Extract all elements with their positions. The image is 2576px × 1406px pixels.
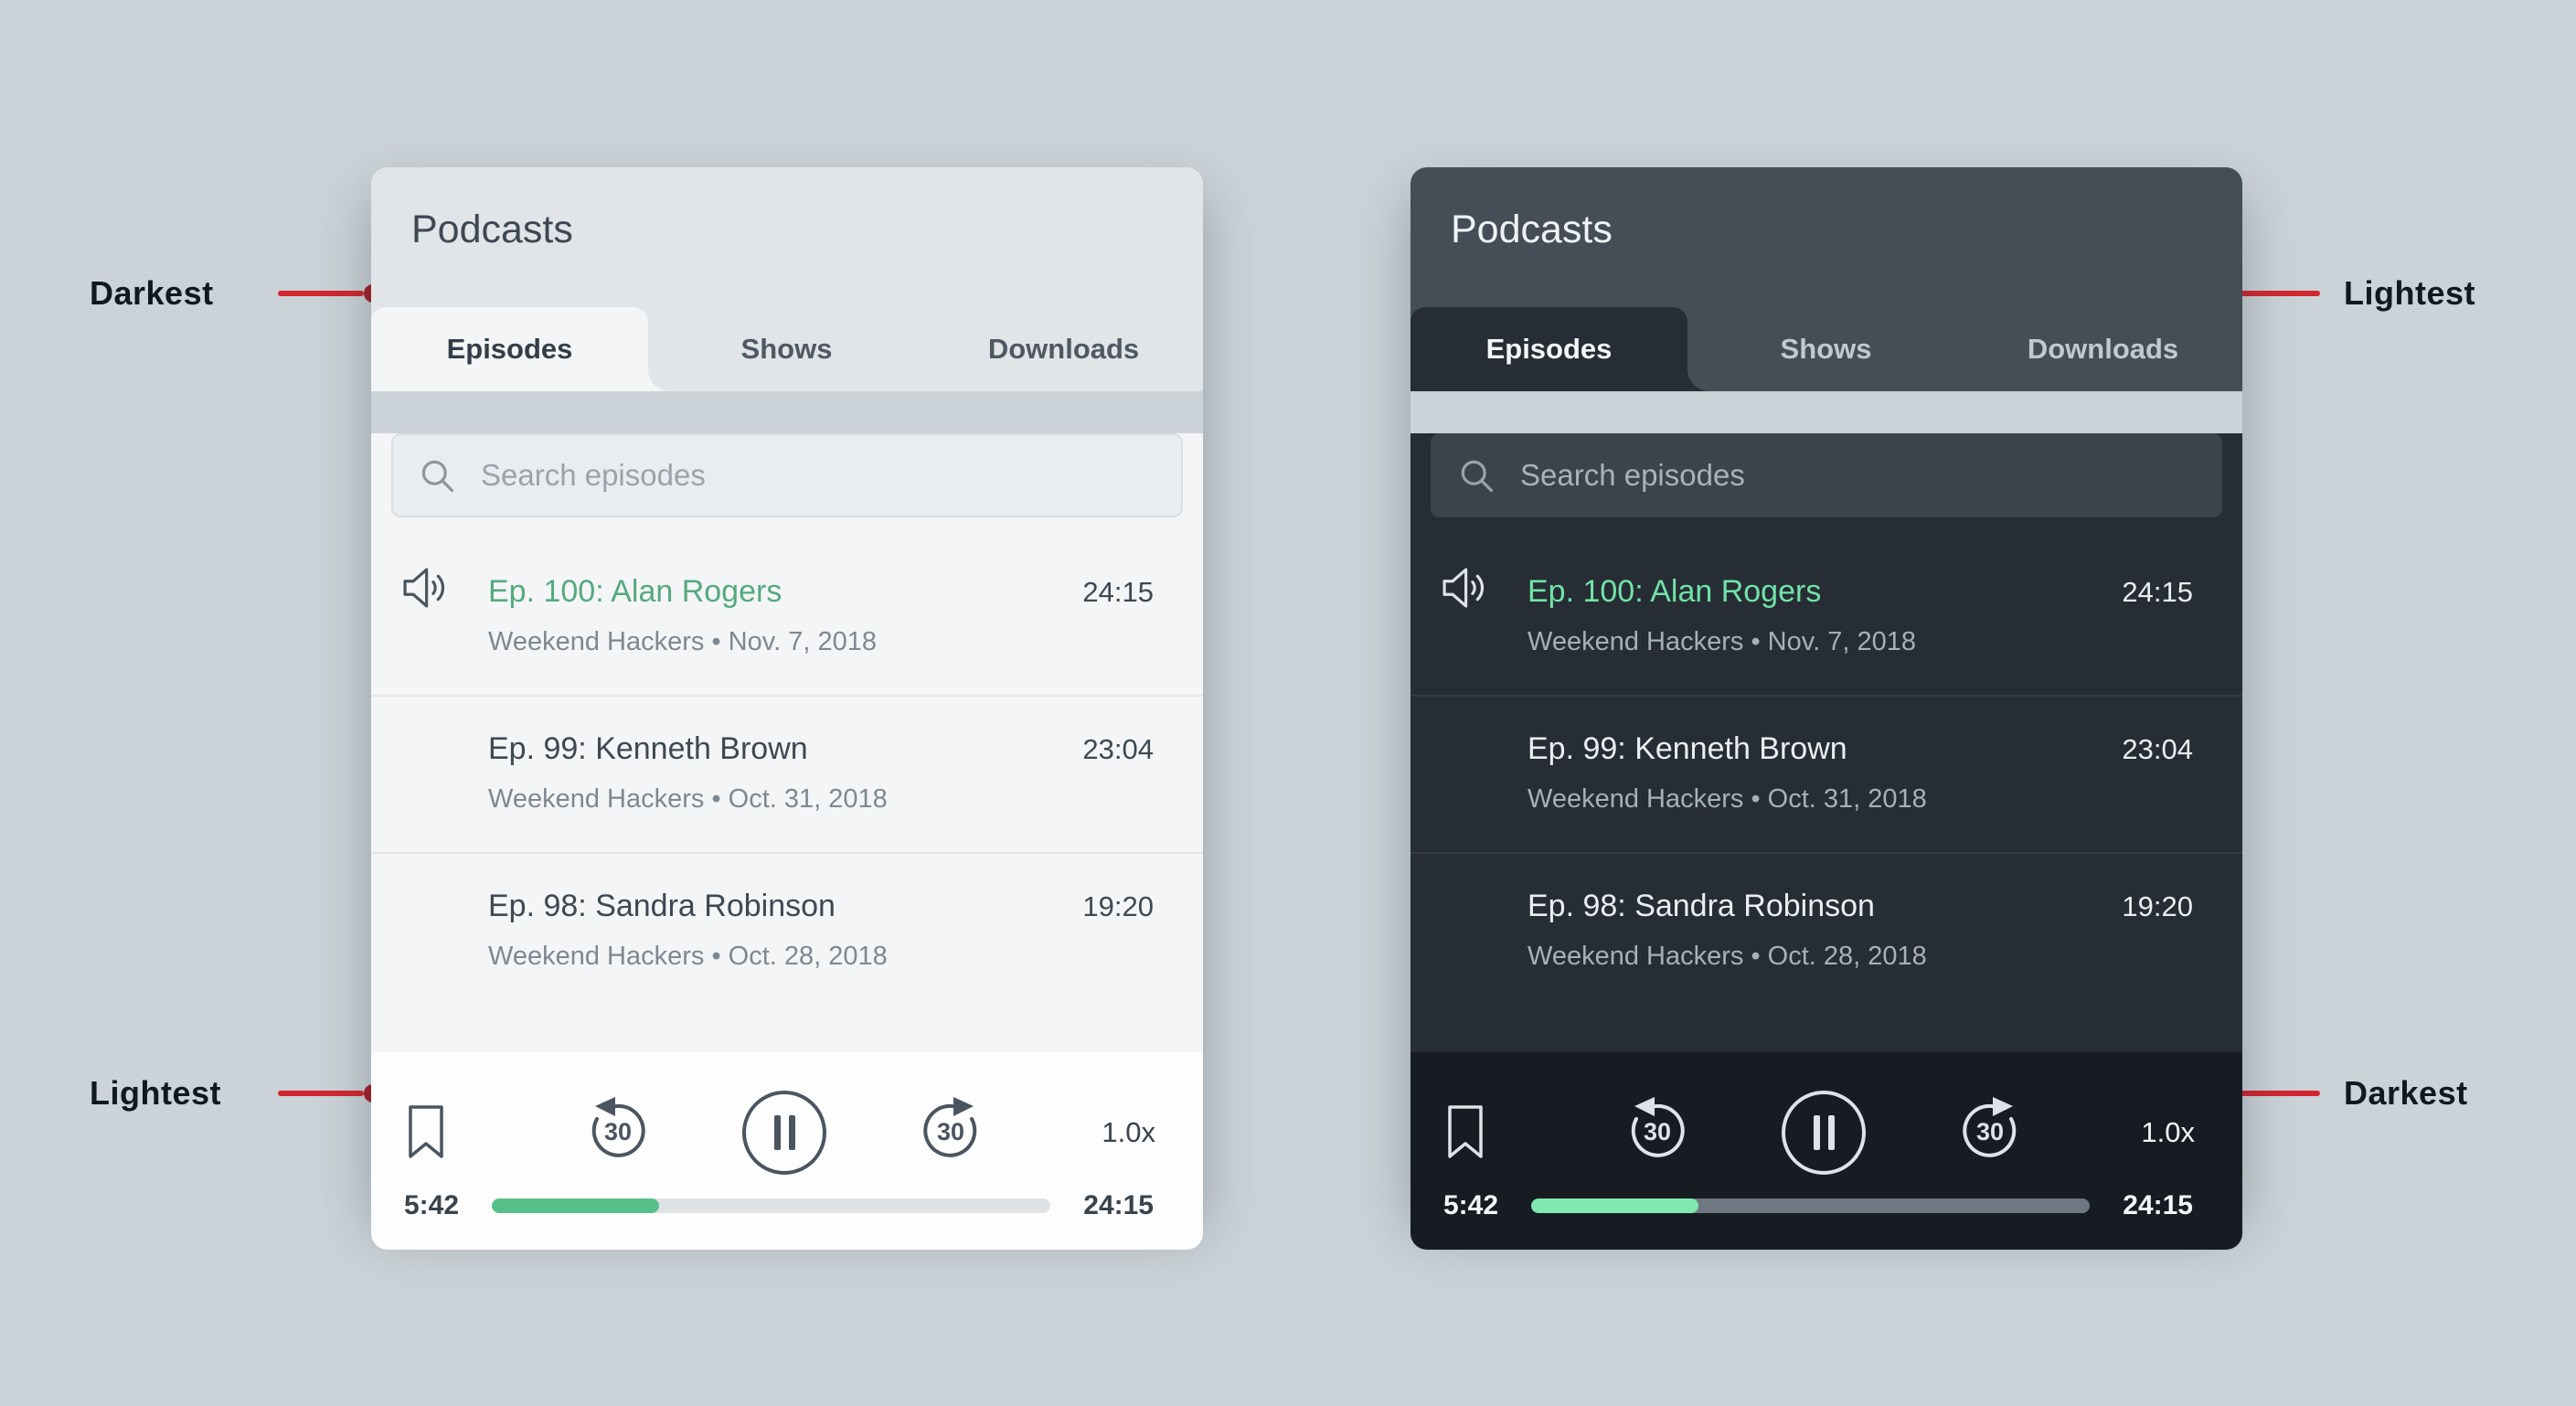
annotation-lightest-left: Lightest — [90, 1074, 382, 1113]
search-box[interactable] — [391, 433, 1183, 517]
episode-title: Ep. 100: Alan Rogers — [1528, 574, 1822, 609]
skip-back-label: 30 — [1644, 1118, 1671, 1145]
search-icon — [421, 460, 454, 493]
search-icon — [1461, 460, 1494, 493]
annotation-darkest-right: Darkest — [2216, 1074, 2505, 1113]
player-bar: 30 30 1.0x 5:42 24:15 — [371, 1052, 1203, 1250]
skip-back-30-button[interactable]: 30 — [581, 1092, 655, 1171]
card-header: Podcasts Shows Downloads Episodes — [371, 167, 1203, 391]
episode-duration: 24:15 — [2122, 576, 2193, 608]
episode-row-playing[interactable]: Ep. 100: Alan Rogers Weekend Hackers • N… — [371, 539, 1203, 697]
episode-meta: Weekend Hackers • Oct. 31, 2018 — [488, 784, 888, 814]
search-input[interactable] — [1518, 457, 2197, 494]
episode-title: Ep. 98: Sandra Robinson — [488, 889, 836, 923]
annotation-label: Lightest — [2344, 274, 2475, 312]
seek-bar[interactable] — [492, 1198, 1051, 1213]
tab-episodes[interactable]: Episodes — [371, 307, 648, 391]
tab-corner-curve — [648, 369, 670, 391]
episode-title: Ep. 98: Sandra Robinson — [1528, 889, 1875, 923]
episode-meta: Weekend Hackers • Oct. 31, 2018 — [1528, 784, 1927, 814]
episode-duration: 24:15 — [1082, 576, 1154, 608]
podcast-card-dark: Podcasts Shows Downloads Episodes Ep. 10… — [1410, 167, 2242, 1250]
episode-list: Ep. 100: Alan Rogers Weekend Hackers • N… — [371, 539, 1203, 1011]
tab-row: Shows Downloads — [648, 307, 1203, 391]
episode-title: Ep. 100: Alan Rogers — [488, 574, 782, 609]
search-input[interactable] — [479, 457, 1157, 494]
elapsed-time: 5:42 — [1443, 1190, 1499, 1220]
app-title: Podcasts — [1451, 208, 1613, 251]
skip-forward-label: 30 — [1976, 1118, 2004, 1145]
skip-forward-30-button[interactable]: 30 — [1953, 1092, 2027, 1171]
episode-row-playing[interactable]: Ep. 100: Alan Rogers Weekend Hackers • N… — [1410, 539, 2242, 697]
pause-button[interactable] — [1780, 1089, 1868, 1177]
annotation-line — [2234, 291, 2320, 296]
annotation-darkest-left: Darkest — [90, 274, 382, 313]
speaker-icon — [1442, 568, 1485, 608]
tab-episodes[interactable]: Episodes — [1410, 307, 1687, 391]
episode-duration: 19:20 — [2122, 890, 2193, 922]
seek-bar-fill — [492, 1198, 660, 1213]
annotation-label: Darkest — [2344, 1074, 2468, 1112]
episode-meta: Weekend Hackers • Nov. 7, 2018 — [1528, 627, 1916, 656]
seek-bar-fill — [1531, 1198, 1699, 1213]
pause-button[interactable] — [740, 1089, 828, 1177]
pause-icon — [742, 1091, 826, 1175]
episode-row[interactable]: Ep. 99: Kenneth Brown Weekend Hackers • … — [371, 697, 1203, 854]
episode-meta: Weekend Hackers • Nov. 7, 2018 — [488, 627, 877, 656]
episode-meta: Weekend Hackers • Oct. 28, 2018 — [1528, 942, 1927, 971]
episode-row[interactable]: Ep. 99: Kenneth Brown Weekend Hackers • … — [1410, 697, 2242, 854]
speaker-icon — [403, 568, 445, 608]
tab-downloads[interactable]: Downloads — [2027, 333, 2179, 365]
annotation-label: Lightest — [90, 1074, 221, 1112]
tab-corner-curve — [1687, 369, 1709, 391]
progress-row: 5:42 24:15 — [404, 1188, 1154, 1224]
episodes-panel: Ep. 100: Alan Rogers Weekend Hackers • N… — [1410, 433, 2242, 1052]
skip-forward-30-button[interactable]: 30 — [914, 1092, 987, 1171]
bookmark-icon — [1448, 1105, 1483, 1158]
tab-shows[interactable]: Shows — [740, 333, 833, 365]
player-bar: 30 30 1.0x 5:42 24:15 — [1410, 1052, 2242, 1250]
pause-icon — [1782, 1091, 1866, 1175]
bookmark-button[interactable] — [1443, 1103, 1487, 1160]
playback-speed-button[interactable]: 1.0x — [1102, 1116, 1155, 1148]
app-title: Podcasts — [411, 208, 573, 251]
skip-back-label: 30 — [604, 1118, 632, 1145]
card-header: Podcasts Shows Downloads Episodes — [1410, 167, 2242, 391]
bookmark-button[interactable] — [404, 1103, 448, 1160]
episode-row[interactable]: Ep. 98: Sandra Robinson Weekend Hackers … — [1410, 854, 2242, 1011]
episode-title: Ep. 99: Kenneth Brown — [488, 731, 808, 766]
episode-list: Ep. 100: Alan Rogers Weekend Hackers • N… — [1410, 539, 2242, 1011]
seek-bar[interactable] — [1531, 1198, 2091, 1213]
episodes-panel: Ep. 100: Alan Rogers Weekend Hackers • N… — [371, 433, 1203, 1052]
episode-duration: 23:04 — [2122, 733, 2193, 765]
tab-shows[interactable]: Shows — [1780, 333, 1872, 365]
elapsed-time: 5:42 — [404, 1190, 460, 1220]
tab-downloads[interactable]: Downloads — [987, 333, 1140, 365]
podcast-card-light: Podcasts Shows Downloads Episodes Ep. 10… — [371, 167, 1203, 1250]
tab-row: Shows Downloads — [1687, 307, 2242, 391]
annotation-lightest-right: Lightest — [2216, 274, 2505, 313]
playback-speed-button[interactable]: 1.0x — [2141, 1116, 2195, 1148]
episode-row[interactable]: Ep. 98: Sandra Robinson Weekend Hackers … — [371, 854, 1203, 1011]
episode-meta: Weekend Hackers • Oct. 28, 2018 — [488, 942, 888, 971]
total-time: 24:15 — [2123, 1190, 2193, 1220]
search-box[interactable] — [1431, 433, 2222, 517]
annotation-label: Darkest — [90, 274, 214, 312]
annotation-line — [278, 1091, 364, 1096]
episode-duration: 23:04 — [1082, 733, 1154, 765]
progress-row: 5:42 24:15 — [1443, 1188, 2193, 1224]
skip-back-30-button[interactable]: 30 — [1621, 1092, 1694, 1171]
bookmark-icon — [409, 1105, 443, 1158]
episode-title: Ep. 99: Kenneth Brown — [1528, 731, 1847, 766]
episode-duration: 19:20 — [1082, 890, 1154, 922]
annotation-line — [2234, 1091, 2320, 1096]
annotation-line — [278, 291, 364, 296]
skip-forward-label: 30 — [937, 1118, 964, 1145]
total-time: 24:15 — [1083, 1190, 1154, 1220]
